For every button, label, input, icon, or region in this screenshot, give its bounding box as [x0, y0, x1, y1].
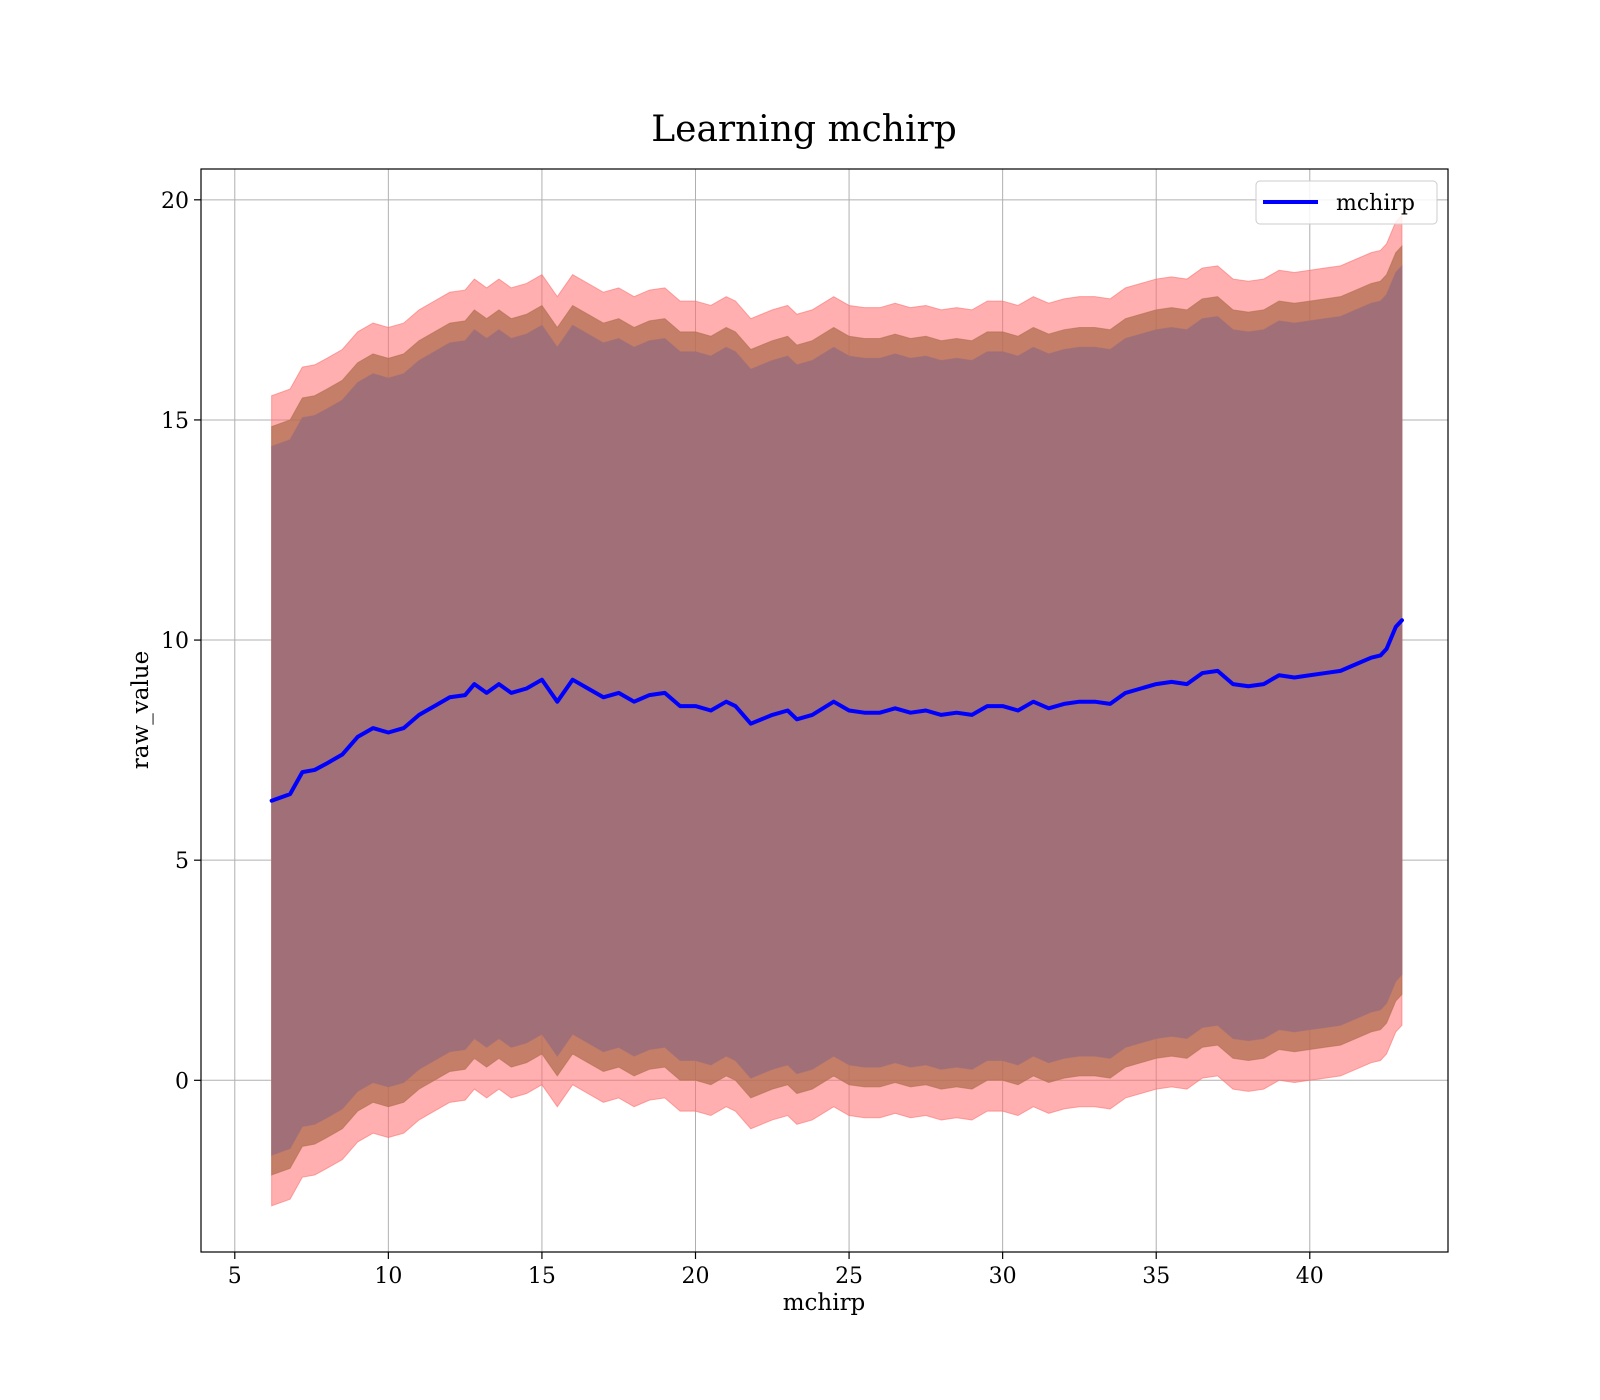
- x-tick-label: 20: [682, 1264, 710, 1289]
- x-axis-label: mchirp: [783, 1290, 866, 1316]
- x-tick-label: 25: [835, 1264, 863, 1289]
- x-tick-label: 30: [989, 1264, 1017, 1289]
- chart-title: Learning mchirp: [651, 109, 957, 150]
- x-tick-label: 5: [228, 1264, 242, 1289]
- confidence-bands: [272, 215, 1402, 1206]
- y-tick-label: 15: [161, 409, 189, 434]
- x-tick-label: 40: [1296, 1264, 1324, 1289]
- y-tick-label: 5: [175, 849, 189, 874]
- x-tick-label: 35: [1142, 1264, 1170, 1289]
- legend-entry-label: mchirp: [1336, 191, 1415, 216]
- y-tick-label: 0: [175, 1069, 189, 1094]
- y-axis-label: raw_value: [128, 651, 154, 769]
- x-tick-label: 10: [374, 1264, 402, 1289]
- y-tick-label: 10: [161, 629, 189, 654]
- y-tick-label: 20: [161, 189, 189, 214]
- band-inner: [272, 266, 1402, 1155]
- x-tick-label: 15: [528, 1264, 556, 1289]
- legend: mchirp: [1256, 181, 1437, 224]
